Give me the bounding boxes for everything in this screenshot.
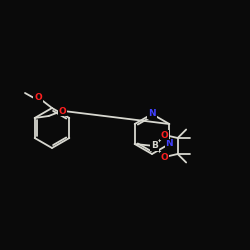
- Text: N: N: [148, 110, 156, 118]
- Text: O: O: [59, 106, 66, 116]
- Text: B: B: [151, 142, 158, 150]
- Text: O: O: [34, 94, 42, 102]
- Text: N: N: [166, 140, 173, 148]
- Text: O: O: [161, 130, 168, 140]
- Text: O: O: [161, 152, 168, 162]
